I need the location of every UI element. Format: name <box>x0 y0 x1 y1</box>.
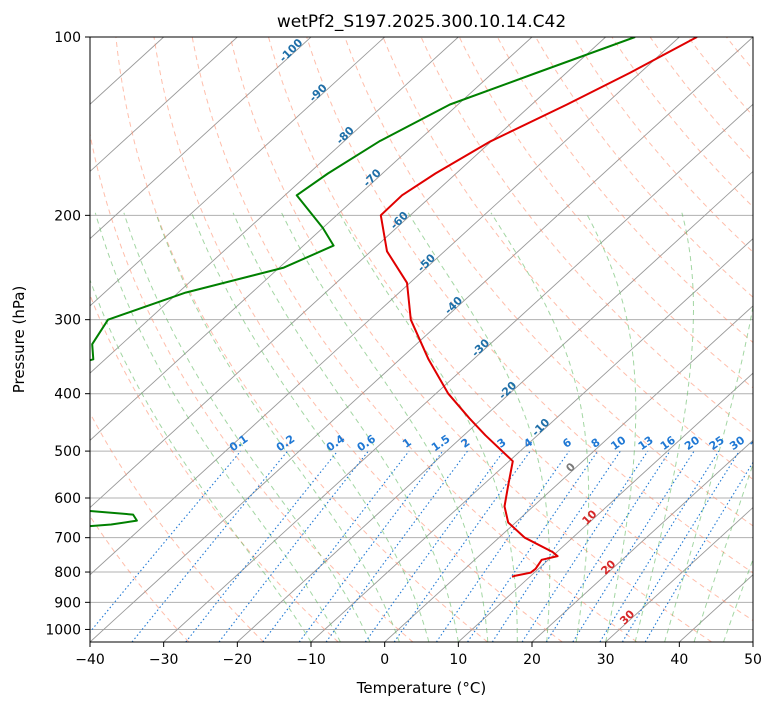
isotherm-line <box>384 305 753 642</box>
isotherm-line <box>90 37 385 307</box>
dry-adiabat <box>496 37 753 344</box>
mixing-ratio-line <box>545 450 671 642</box>
y-tick-label: 100 <box>54 30 81 46</box>
y-axis-title: Pressure (hPa) <box>10 286 28 394</box>
temperature-profile-line <box>379 37 698 578</box>
profile-lines <box>90 37 698 578</box>
isotherm-line <box>605 506 753 642</box>
chart-title: wetPf2_S197.2025.300.10.14.C42 <box>277 12 566 32</box>
dewpoint-profile-line <box>90 37 636 528</box>
mixing-ratio-lines <box>90 450 753 642</box>
y-tick-label: 400 <box>54 387 81 403</box>
dry-adiabat <box>649 37 753 163</box>
moist-adiabat <box>232 212 459 642</box>
y-tick-label: 700 <box>54 531 81 547</box>
y-tick-label: 1000 <box>45 622 81 638</box>
x-tick-label: 30 <box>597 652 615 668</box>
moist-adiabat <box>90 278 312 642</box>
mixing-ratio-line <box>467 450 599 642</box>
pressure-gridlines <box>90 37 753 630</box>
y-tick-label: 300 <box>54 313 81 329</box>
y-tick-label: 800 <box>54 565 81 581</box>
x-tick-label: 20 <box>523 652 541 668</box>
mixing-ratio-line <box>599 450 720 642</box>
x-tick-label: 10 <box>449 652 467 668</box>
moist-adiabat <box>693 462 753 642</box>
isotherm-line <box>90 37 606 509</box>
isotherm-line <box>90 37 680 576</box>
x-tick-label: 0 <box>380 652 389 668</box>
moist-adiabat <box>634 212 694 642</box>
y-tick-label: 900 <box>54 595 81 611</box>
dry-adiabat <box>90 131 414 642</box>
mixing-ratio-line <box>393 450 531 642</box>
moist-adiabat <box>155 212 400 642</box>
mixing-ratio-line <box>572 450 695 642</box>
skewed-isotherms <box>90 37 753 642</box>
moist-adiabat <box>407 212 551 642</box>
dry-adiabat <box>382 37 753 481</box>
moist-adiabats <box>90 212 753 642</box>
dry-adiabat <box>573 37 753 253</box>
isotherm-line <box>458 372 753 642</box>
mixing-ratio-line <box>364 450 505 642</box>
dry-adiabat <box>306 37 753 574</box>
isotherm-line <box>90 37 533 441</box>
mixing-ratio-line <box>185 450 339 642</box>
y-tick-label: 500 <box>54 444 81 460</box>
plot-area: 0.10.20.40.611.52346810131620253036-100-… <box>90 37 768 642</box>
moist-adiabat <box>585 212 637 642</box>
isotherm-line <box>90 37 459 374</box>
mixing-ratio-line <box>131 450 289 642</box>
x-tick-label: −30 <box>149 652 179 668</box>
dry-adiabat <box>90 412 264 642</box>
dry-adiabat <box>229 37 712 642</box>
x-tick-label: −10 <box>296 652 326 668</box>
moist-adiabat <box>123 212 371 642</box>
dry-adiabat <box>90 293 339 642</box>
isotherm-line <box>90 37 238 173</box>
axes: −40 −30 −20 −10 0 10 20 30 40 50 100 200 300 400 500 60… <box>45 30 762 668</box>
isotherm-line <box>310 238 753 642</box>
isotherm-line <box>163 103 753 642</box>
dry-adiabat <box>90 515 190 642</box>
dry-adiabat <box>535 37 753 298</box>
dry-adiabat <box>191 37 638 642</box>
x-tick-label: −40 <box>75 652 105 668</box>
isotherm-line <box>237 170 753 642</box>
mixing-ratio-line <box>644 461 753 642</box>
mixing-ratio-line <box>621 450 740 642</box>
dry-adiabat <box>115 37 488 642</box>
mixing-ratio-line <box>262 450 410 642</box>
x-tick-label: 40 <box>670 652 688 668</box>
y-tick-label: 600 <box>54 491 81 507</box>
mixing-ratio-line <box>90 450 242 633</box>
isotherm-line <box>90 37 753 642</box>
x-axis-title: Temperature (°C) <box>356 679 486 697</box>
mixing-ratio-label: 36 <box>748 433 768 453</box>
x-tick-label: −20 <box>223 652 253 668</box>
x-tick-label: 50 <box>744 652 762 668</box>
plot-frame <box>89 36 754 643</box>
moist-adiabat <box>281 212 489 642</box>
y-tick-label: 200 <box>54 208 81 224</box>
dry-adiabat <box>268 37 753 622</box>
mixing-ratio-line <box>218 450 369 642</box>
moist-adiabat <box>490 212 590 642</box>
isotherm-line <box>90 37 312 240</box>
dry-adiabat <box>153 37 563 642</box>
isotherm-line <box>531 439 753 642</box>
dry-adiabats <box>90 37 753 642</box>
moist-adiabat <box>723 558 753 642</box>
moist-adiabat <box>191 212 430 642</box>
dry-adiabat <box>611 37 753 208</box>
